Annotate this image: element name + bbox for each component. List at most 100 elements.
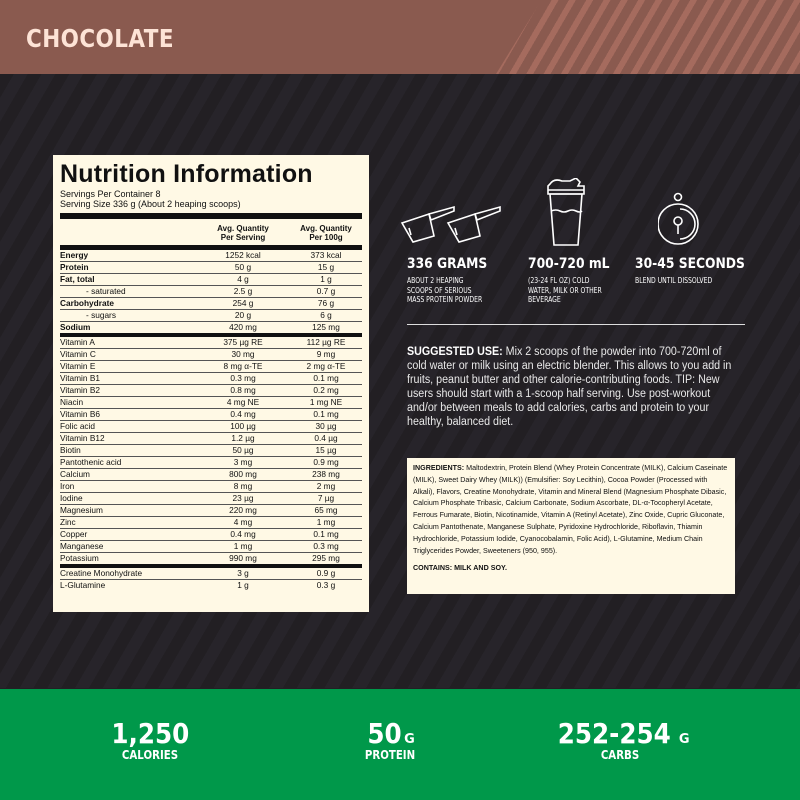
per-serving-value: 30 mg <box>231 349 255 359</box>
nutrient-name: Niacin <box>60 397 84 407</box>
nutrition-row: L-Glutamine 1 g 0.3 g <box>60 580 362 591</box>
per-100g-value: 2 mg <box>316 481 336 491</box>
per-100g-value: 0.2 mg <box>313 385 339 395</box>
section-divider <box>407 324 745 325</box>
nutrient-name: - sugars <box>86 310 116 320</box>
ingredients-text-block: INGREDIENTS: Maltodextrin, Protein Blend… <box>413 462 728 574</box>
nutrient-name: Fat, total <box>60 274 95 284</box>
ingredients-panel: INGREDIENTS: Maltodextrin, Protein Blend… <box>407 458 735 594</box>
footer-stat-protein: 50 G PROTEIN <box>364 717 416 762</box>
serving-size: Serving Size 336 g (About 2 heaping scoo… <box>60 199 241 209</box>
per-serving-value: 100 µg <box>230 421 256 431</box>
per-serving-value: 800 mg <box>229 469 257 479</box>
nutrition-title: Nutrition Information <box>60 160 313 188</box>
nutrition-panel: Nutrition Information Servings Per Conta… <box>53 155 369 612</box>
per-100g-value: 15 g <box>317 262 335 272</box>
per-serving-value: 50 g <box>234 262 252 272</box>
nutrient-name: Energy <box>60 250 89 260</box>
per-100g-value: 30 µg <box>315 421 337 431</box>
nutrition-row: Calcium 800 mg 238 mg <box>60 469 362 481</box>
per-serving-value: 4 g <box>237 274 249 284</box>
per-100g-value: 15 µg <box>315 445 337 455</box>
nutrient-name: Protein <box>60 262 89 272</box>
nutrient-name: Vitamin B1 <box>60 373 100 383</box>
per-100g-value: 0.7 g <box>316 286 336 296</box>
nutrition-row: Vitamin C 30 mg 9 mg <box>60 349 362 361</box>
per-serving-value: 4 mg NE <box>226 397 260 407</box>
per-serving-value: 0.3 mg <box>230 373 256 383</box>
nutrient-name: Vitamin B2 <box>60 385 100 395</box>
nutrition-row: Sodium 420 mg 125 mg <box>60 322 362 337</box>
nutrition-row: Vitamin B12 1.2 µg 0.4 µg <box>60 433 362 445</box>
per-serving-value: 2.5 g <box>233 286 253 296</box>
nutrition-row: Iron 8 mg 2 mg <box>60 481 362 493</box>
allergen-statement: CONTAINS: MILK AND SOY. <box>413 563 507 573</box>
stat-title-grams: 336 GRAMS <box>407 256 488 272</box>
nutrition-row: Creatine Monohydrate 3 g 0.9 g <box>60 568 362 580</box>
nutrition-row: Vitamin B6 0.4 mg 0.1 mg <box>60 409 362 421</box>
flavor-title: CHOCOLATE <box>26 24 175 53</box>
macro-footer: 1,250 CALORIES 50 G PROTEIN 252-254 G CARB… <box>0 689 800 800</box>
per-100g-value: 0.3 g <box>316 580 336 590</box>
per-serving-value: 220 mg <box>229 505 257 515</box>
nutrient-name: Iodine <box>60 493 83 503</box>
nutrient-name: Magnesium <box>60 505 103 515</box>
stat-title-liquid: 700-720 mL <box>528 256 610 272</box>
nutrition-column-headers: Avg. Quantity Per Serving Avg. Quantity … <box>60 219 362 245</box>
per-100g-value: 9 mg <box>316 349 336 359</box>
nutrition-row: Vitamin A 375 µg RE 112 µg RE <box>60 337 362 349</box>
per-serving-value: 8 mg <box>233 481 253 491</box>
nutrition-row: - saturated 2.5 g 0.7 g <box>60 286 362 298</box>
nutrition-table: Energy 1252 kcal 373 kcal Protein 50 g 15 g Fa… <box>60 250 362 591</box>
per-serving-value: 50 µg <box>232 445 254 455</box>
per-serving-value: 990 mg <box>229 553 257 563</box>
divider-bar <box>60 245 362 250</box>
per-serving-value: 254 g <box>232 298 254 308</box>
ingredients-label: INGREDIENTS: <box>413 463 465 472</box>
nutrient-name: Copper <box>60 529 88 539</box>
per-serving-value: 23 µg <box>232 493 254 503</box>
header-stripe-pattern <box>496 0 800 74</box>
per-100g-value: 1 g <box>320 274 332 284</box>
stat-desc-grams: ABOUT 2 HEAPING SCOOPS OF SERIOUS MASS P… <box>407 276 483 304</box>
per-100g-value: 65 mg <box>314 505 338 515</box>
nutrient-name: Vitamin A <box>60 337 95 347</box>
nutrition-row: Biotin 50 µg 15 µg <box>60 445 362 457</box>
shaker-bottle-icon <box>547 178 585 246</box>
suggested-use: SUGGESTED USE: Mix 2 scoops of the powde… <box>407 345 742 429</box>
nutrition-row: Magnesium 220 mg 65 mg <box>60 505 362 517</box>
stat-desc-liquid: (23-24 FL OZ) COLD WATER, MILK OR OTHER … <box>528 276 602 304</box>
per-100g-value: 1 mg <box>316 517 336 527</box>
per-100g-value: 0.1 mg <box>313 373 339 383</box>
per-serving-value: 20 g <box>234 310 252 320</box>
nutrition-row: Copper 0.4 mg 0.1 mg <box>60 529 362 541</box>
footer-stat-calories: 1,250 CALORIES <box>111 717 189 762</box>
nutrient-name: Vitamin C <box>60 349 96 359</box>
nutrition-row: Zinc 4 mg 1 mg <box>60 517 362 529</box>
per-serving-value: 3 g <box>237 568 249 578</box>
divider-bar <box>60 213 362 219</box>
per-serving-value: 4 mg <box>233 517 253 527</box>
per-100g-value: 0.9 mg <box>313 457 339 467</box>
nutrient-name: Creatine Monohydrate <box>60 568 143 578</box>
per-100g-value: 0.3 mg <box>313 541 339 551</box>
nutrient-name: Biotin <box>60 445 81 455</box>
column-header-per-serving: Avg. Quantity Per Serving <box>217 224 269 242</box>
per-serving-value: 1 mg <box>233 541 253 551</box>
nutrition-row: Carbohydrate 254 g 76 g <box>60 298 362 310</box>
per-100g-value: 0.9 g <box>316 568 336 578</box>
nutrient-name: Potassium <box>60 553 99 563</box>
per-serving-value: 0.4 mg <box>230 409 256 419</box>
stat-desc-blend-time: BLEND UNTIL DISSOLVED <box>635 276 713 285</box>
nutrient-name: Manganese <box>60 541 104 551</box>
nutrient-name: Folic acid <box>60 421 96 431</box>
per-100g-value: 238 mg <box>312 469 340 479</box>
per-100g-value: 7 µg <box>317 493 335 503</box>
per-100g-value: 112 µg RE <box>306 337 346 347</box>
per-serving-value: 0.8 mg <box>230 385 256 395</box>
nutrition-row: Manganese 1 mg 0.3 mg <box>60 541 362 553</box>
per-100g-value: 6 g <box>320 310 332 320</box>
nutrient-name: Iron <box>60 481 75 491</box>
nutrition-row: Protein 50 g 15 g <box>60 262 362 274</box>
per-100g-value: 125 mg <box>312 322 340 332</box>
